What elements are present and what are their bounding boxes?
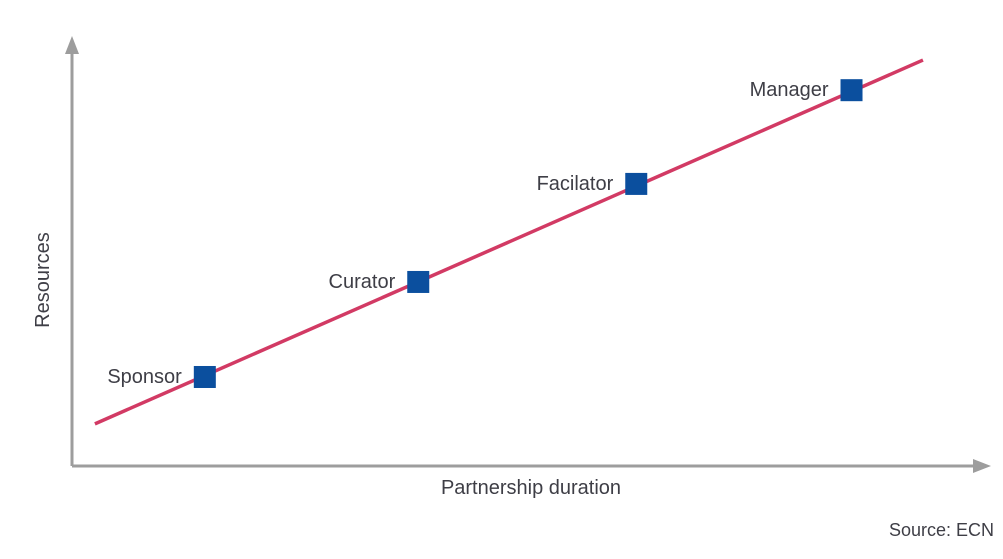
- source-note: Source: ECN: [888, 520, 994, 540]
- marker-layer: [193, 79, 863, 388]
- y-axis-label: Resources: [32, 232, 54, 328]
- x-axis-label: Partnership duration: [440, 477, 622, 499]
- point-label-curator: Curator: [328, 270, 396, 293]
- data-point-manager: [840, 79, 863, 102]
- trend-line: [94, 58, 924, 426]
- point-label-facilator: Facilator: [536, 172, 614, 195]
- y-axis-arrowhead-icon: [65, 36, 79, 54]
- data-point-facilator: [625, 172, 648, 195]
- point-label-sponsor: Sponsor: [107, 365, 182, 388]
- data-point-sponsor: [193, 365, 216, 388]
- data-point-curator: [407, 270, 430, 293]
- point-label-manager: Manager: [749, 79, 829, 102]
- x-axis-arrowhead-icon: [973, 459, 991, 473]
